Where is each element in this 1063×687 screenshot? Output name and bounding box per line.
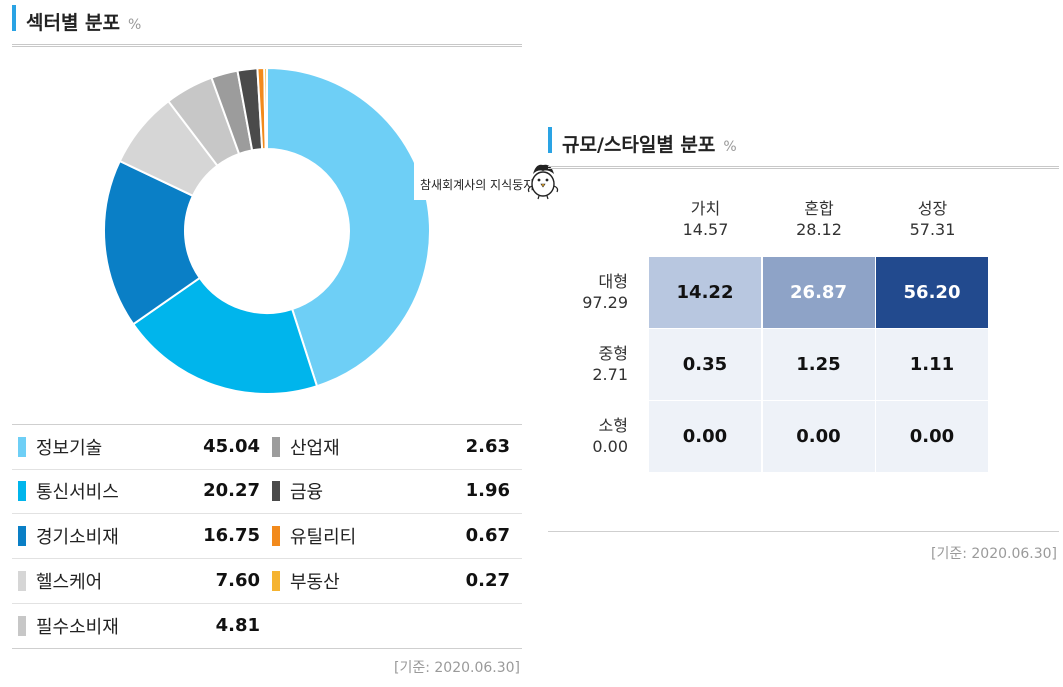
style-row-total: 2.71	[592, 365, 628, 384]
watermark: 참새회계사의 지식둥지	[414, 160, 560, 200]
legend-label: 경기소비재	[36, 527, 119, 548]
style-column-total: 57.31	[909, 220, 956, 239]
style-row-total: 0.00	[592, 437, 628, 456]
legend-item: 통신서비스	[18, 469, 119, 513]
style-column-header: 성장 57.31	[876, 198, 989, 240]
style-row-name: 중형	[598, 344, 628, 363]
style-cell: 0.00	[876, 401, 988, 472]
style-column-name: 혼합	[804, 199, 834, 218]
style-row-header: 대형 97.29	[544, 271, 628, 313]
legend-item: 부동산	[272, 559, 340, 603]
title-accent-bar	[12, 5, 16, 31]
style-column-name: 가치	[690, 199, 721, 218]
legend-item: 산업재	[272, 425, 340, 469]
style-column-header: 가치 14.57	[649, 198, 762, 240]
legend-item: 경기소비재	[18, 514, 119, 558]
style-cell: 14.22	[649, 257, 761, 328]
legend-swatch	[272, 437, 280, 457]
legend-value: 16.75	[203, 525, 260, 546]
title-accent-bar	[548, 127, 552, 153]
style-row-name: 소형	[598, 416, 628, 435]
legend-item: 유틸리티	[272, 514, 356, 558]
legend-row: 필수소비재 4.81	[12, 604, 522, 649]
legend-swatch	[272, 571, 280, 591]
legend-swatch	[18, 526, 26, 546]
legend-row: 통신서비스 20.27 금융 1.96	[12, 469, 522, 514]
legend-swatch	[18, 571, 26, 591]
style-column-header: 혼합 28.12	[763, 198, 876, 240]
style-bottom-rule	[548, 531, 1059, 532]
style-cell: 1.11	[876, 329, 988, 400]
style-row-header: 중형 2.71	[544, 343, 628, 385]
donut-slice-9	[263, 66, 268, 151]
legend-swatch	[18, 481, 26, 501]
style-title-block: 규모/스타일별 분포 %	[548, 127, 737, 157]
legend-value: 1.96	[465, 480, 510, 501]
sector-title: 섹터별 분포	[26, 12, 121, 34]
legend-value: 0.67	[465, 525, 510, 546]
legend-row: 경기소비재 16.75 유틸리티 0.67	[12, 514, 522, 559]
style-row-header: 소형 0.00	[544, 415, 628, 457]
style-column-name: 성장	[917, 199, 948, 218]
style-cell: 0.35	[649, 329, 761, 400]
legend-label: 금융	[290, 482, 324, 503]
sector-donut-chart	[103, 66, 431, 395]
style-unit: %	[723, 139, 737, 155]
legend-value: 20.27	[203, 480, 260, 501]
legend-item: 필수소비재	[18, 604, 119, 648]
sector-unit: %	[128, 17, 142, 33]
legend-swatch	[18, 437, 26, 457]
legend-value: 0.27	[465, 570, 510, 591]
style-cell: 56.20	[876, 257, 988, 328]
sector-footer: [기준: 2020.06.30]	[393, 660, 520, 676]
style-cell: 0.00	[649, 401, 761, 472]
legend-value: 2.63	[465, 436, 510, 457]
legend-label: 유틸리티	[290, 527, 357, 548]
donut-slice-2	[131, 276, 319, 395]
legend-label: 산업재	[290, 438, 340, 459]
legend-value: 7.60	[215, 570, 260, 591]
legend-label: 부동산	[290, 572, 340, 593]
legend-label: 정보기술	[36, 438, 103, 459]
legend-label: 통신서비스	[36, 482, 119, 503]
legend-value: 4.81	[215, 615, 260, 636]
style-cell: 1.25	[762, 329, 875, 400]
donut-slice-1	[266, 66, 431, 388]
style-title-rule	[548, 166, 1059, 169]
style-row-total: 97.29	[582, 293, 628, 312]
legend-row: 정보기술 45.04 산업재 2.63	[12, 424, 522, 470]
style-column-total: 14.57	[682, 220, 729, 239]
sector-title-rule	[12, 44, 522, 47]
legend-item: 정보기술	[18, 425, 102, 469]
style-column-total: 28.12	[796, 220, 842, 239]
legend-row: 헬스케어 7.60 부동산 0.27	[12, 559, 522, 604]
legend-swatch	[272, 526, 280, 546]
legend-label: 헬스케어	[36, 572, 103, 593]
style-cell: 26.87	[762, 257, 875, 328]
watermark-text: 참새회계사의 지식둥지	[420, 178, 535, 192]
bird-mascot-icon	[527, 164, 559, 200]
style-title: 규모/스타일별 분포	[562, 134, 716, 156]
style-cell: 0.00	[762, 401, 875, 472]
donut-slice-3	[103, 159, 202, 326]
legend-swatch	[272, 481, 280, 501]
style-footer: [기준: 2020.06.30]	[930, 546, 1057, 562]
legend-label: 필수소비재	[36, 617, 119, 638]
legend-item: 헬스케어	[18, 559, 102, 603]
sector-title-block: 섹터별 분포 %	[12, 5, 142, 35]
legend-value: 45.04	[203, 436, 260, 457]
style-row-name: 대형	[598, 272, 628, 291]
legend-item: 금융	[272, 469, 323, 513]
legend-swatch	[18, 616, 26, 636]
